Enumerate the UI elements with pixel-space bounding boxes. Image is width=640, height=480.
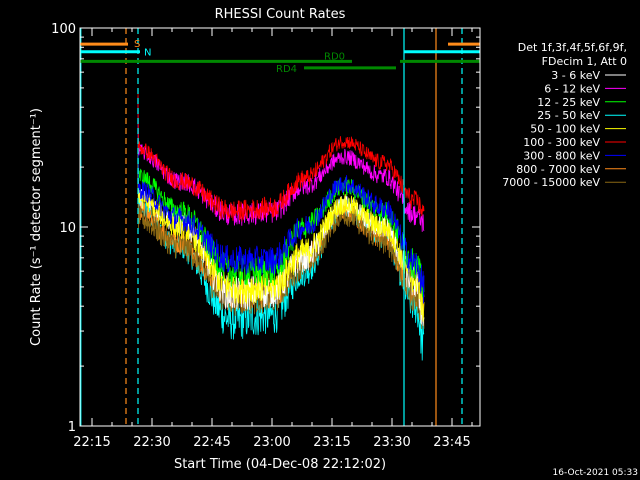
flag-label: RD0	[324, 51, 345, 62]
legend-entry: 3 - 6 keV	[551, 69, 600, 82]
legend-entry: 800 - 7000 keV	[516, 163, 600, 176]
legend: Det 1f,3f,4f,5f,6f,9f, FDecim 1, Att 0 3…	[502, 41, 627, 189]
series-layer	[137, 90, 425, 361]
x-axis-label: Start Time (04-Dec-08 22:12:02)	[174, 457, 386, 472]
y-tick-label: 10	[59, 221, 76, 236]
x-tick-label: 22:45	[193, 435, 230, 450]
flag-label: S	[134, 39, 140, 50]
legend-entry: 7000 - 15000 keV	[502, 176, 600, 189]
flag-label: RD4	[276, 64, 297, 75]
legend-entry: 6 - 12 keV	[544, 82, 600, 95]
series-line	[137, 90, 425, 222]
legend-header-2: FDecim 1, Att 0	[542, 55, 627, 68]
x-tick-label: 22:30	[133, 435, 170, 450]
chart-title: RHESSI Count Rates	[215, 7, 346, 22]
legend-entry: 300 - 800 keV	[523, 149, 600, 162]
legend-header-1: Det 1f,3f,4f,5f,6f,9f,	[518, 41, 627, 54]
x-tick-label: 23:30	[373, 435, 410, 450]
legend-entry: 50 - 100 keV	[530, 123, 600, 136]
y-tick-label: 1	[68, 420, 76, 435]
legend-entry: 100 - 300 keV	[523, 136, 600, 149]
series-line	[137, 124, 425, 304]
timestamp: 16-Oct-2021 05:33	[553, 468, 638, 478]
y-axis-label: Count Rate (s⁻¹ detector segment⁻¹)	[29, 108, 44, 346]
flag-label: N	[144, 48, 151, 59]
legend-entry: 25 - 50 keV	[537, 109, 600, 122]
axes-layer: 1 10 100 22:15 22:30 22:45 23:00 23:15 23:30 23:4…	[51, 22, 480, 450]
x-tick-label: 22:15	[73, 435, 110, 450]
x-tick-label: 23:15	[313, 435, 350, 450]
y-tick-label: 100	[51, 22, 76, 37]
legend-entry: 12 - 25 keV	[537, 96, 600, 109]
x-tick-label: 23:45	[433, 435, 470, 450]
overlay-layer: SN RD0 RD4	[80, 28, 480, 426]
x-tick-label: 23:00	[253, 435, 290, 450]
